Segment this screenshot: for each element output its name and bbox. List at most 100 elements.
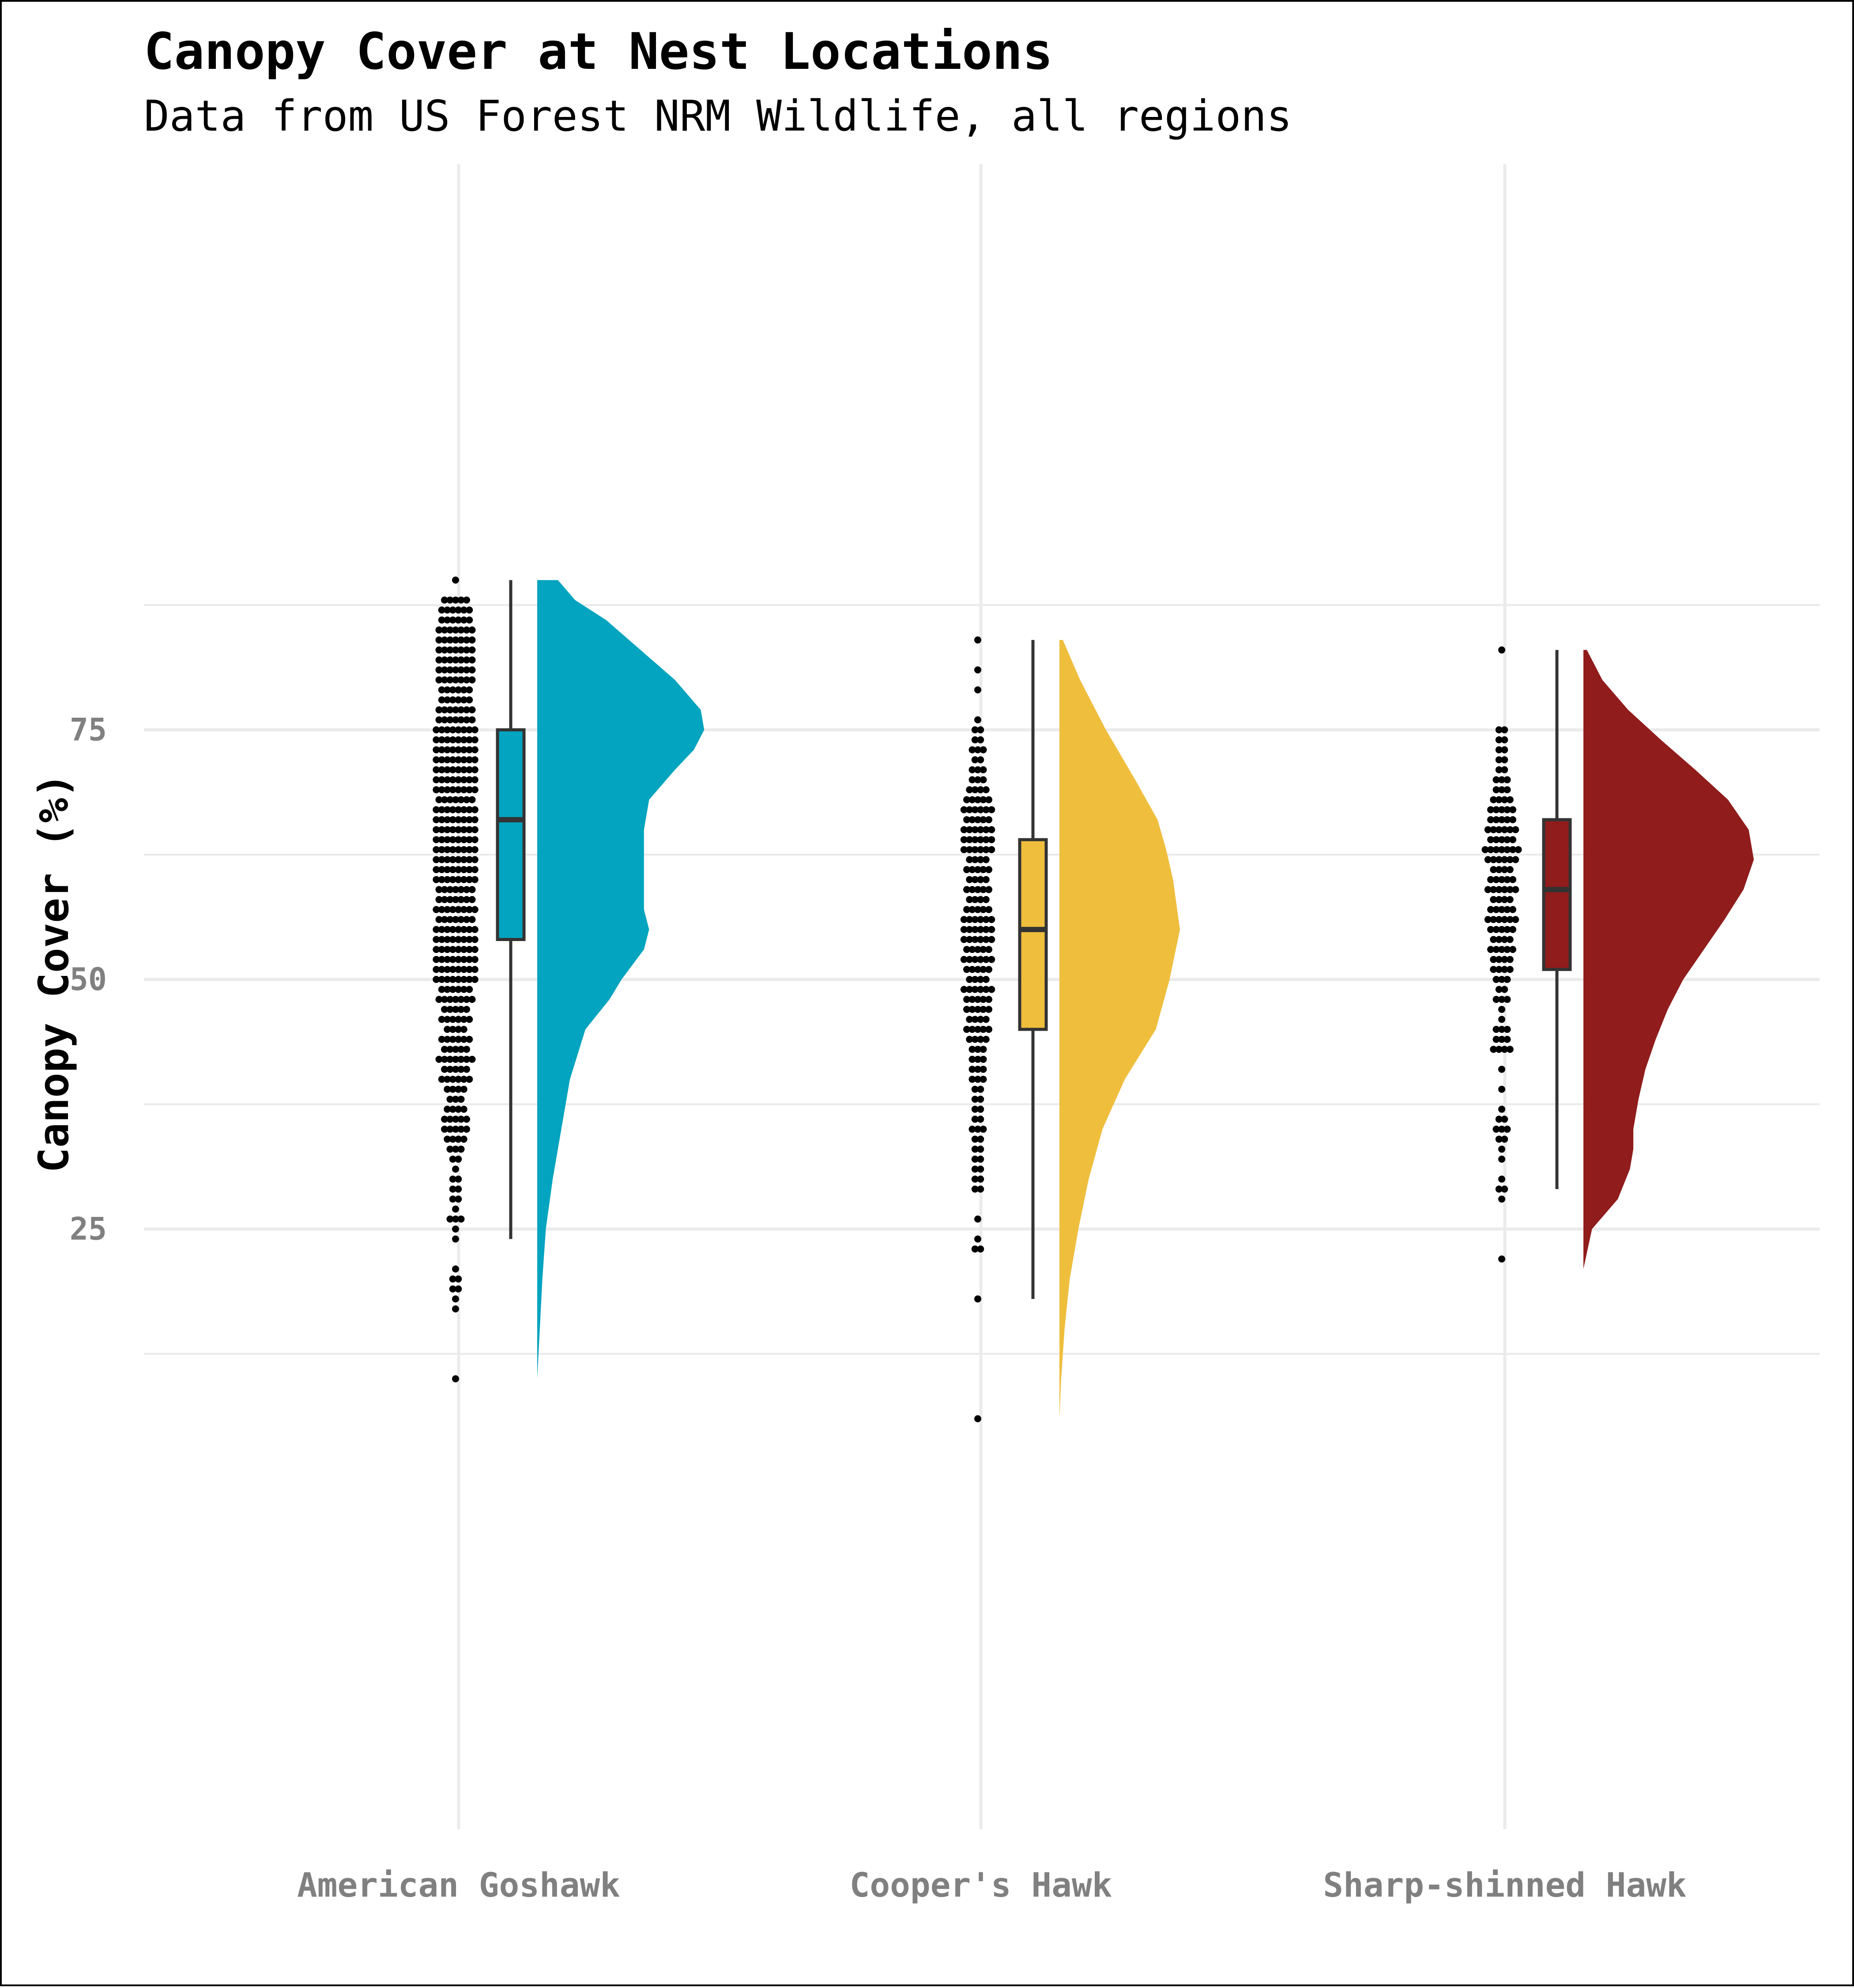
data-point — [438, 946, 445, 953]
data-point — [974, 946, 981, 953]
data-point — [433, 856, 440, 863]
data-point — [457, 886, 465, 893]
data-point — [463, 896, 470, 904]
data-point — [444, 976, 451, 983]
data-point — [460, 826, 467, 833]
data-point — [446, 886, 454, 893]
data-point — [1498, 1066, 1505, 1073]
data-point — [446, 1046, 454, 1053]
data-point — [977, 1175, 984, 1183]
data-point — [1501, 766, 1508, 773]
data-point — [435, 656, 443, 664]
data-point — [471, 786, 479, 794]
data-point — [455, 756, 462, 764]
y-axis-title: Canopy Cover (%) — [30, 773, 78, 1172]
data-point — [974, 966, 981, 973]
data-point — [452, 1295, 459, 1303]
data-point — [1498, 926, 1505, 933]
data-point — [455, 1085, 462, 1093]
data-point — [971, 1085, 979, 1093]
data-point — [457, 796, 465, 803]
data-point — [457, 1145, 465, 1153]
data-point — [977, 936, 984, 943]
data-point — [444, 1026, 451, 1033]
data-point — [971, 876, 979, 883]
data-point — [977, 1156, 984, 1163]
data-point — [1495, 936, 1503, 943]
data-point — [444, 936, 451, 943]
data-point — [438, 606, 445, 614]
data-point — [460, 776, 467, 783]
data-point — [435, 676, 443, 684]
data-point — [438, 756, 445, 764]
data-point — [471, 826, 479, 833]
data-point — [971, 956, 979, 963]
data-point — [963, 816, 970, 824]
data-point — [452, 1305, 459, 1313]
data-point — [1512, 916, 1519, 923]
data-point — [1506, 956, 1514, 963]
data-point — [433, 736, 440, 744]
data-point — [444, 696, 451, 704]
data-point — [449, 946, 456, 953]
data-point — [980, 796, 987, 803]
data-point — [471, 846, 479, 853]
data-point — [455, 696, 462, 704]
data-point — [1504, 876, 1511, 883]
data-point — [1501, 756, 1508, 764]
data-point — [968, 776, 976, 783]
data-point — [980, 746, 987, 753]
data-point — [463, 886, 470, 893]
data-point — [1504, 1026, 1511, 1033]
data-point — [449, 696, 456, 704]
data-point — [1504, 1035, 1511, 1043]
box-iqr — [496, 728, 526, 941]
data-point — [455, 816, 462, 824]
data-point — [449, 1135, 456, 1143]
data-point — [433, 816, 440, 824]
data-point — [980, 816, 987, 824]
data-point — [449, 1156, 456, 1163]
data-point — [466, 756, 473, 764]
data-point — [1490, 826, 1497, 833]
data-point — [449, 726, 456, 734]
data-point — [985, 796, 992, 803]
data-point — [463, 596, 470, 604]
data-point — [446, 656, 454, 664]
data-point — [446, 626, 454, 634]
data-point — [460, 746, 467, 753]
data-point — [974, 1235, 981, 1243]
data-point — [466, 816, 473, 824]
data-point — [449, 1035, 456, 1043]
data-point — [1501, 826, 1508, 833]
data-point — [446, 896, 454, 904]
data-point — [446, 676, 454, 684]
data-point — [974, 1066, 981, 1073]
data-point — [463, 1055, 470, 1063]
data-point — [466, 736, 473, 744]
data-point — [449, 766, 456, 773]
data-point — [974, 906, 981, 913]
data-point — [449, 1175, 456, 1183]
data-point — [444, 956, 451, 963]
data-point — [433, 966, 440, 973]
data-point — [444, 986, 451, 993]
data-point — [468, 1055, 476, 1063]
data-point — [974, 1415, 981, 1423]
data-point — [1481, 846, 1489, 853]
data-point — [968, 906, 976, 913]
data-point — [468, 716, 476, 723]
points-layer — [433, 576, 1522, 1423]
data-point — [455, 766, 462, 773]
data-point — [444, 1035, 451, 1043]
data-point — [460, 616, 467, 624]
data-point — [457, 1066, 465, 1073]
data-point — [966, 786, 973, 794]
data-point — [460, 766, 467, 773]
data-point — [966, 926, 973, 933]
data-point — [471, 906, 479, 913]
data-point — [438, 1016, 445, 1023]
data-point — [449, 1275, 456, 1283]
data-point — [444, 766, 451, 773]
data-point — [977, 1186, 984, 1193]
